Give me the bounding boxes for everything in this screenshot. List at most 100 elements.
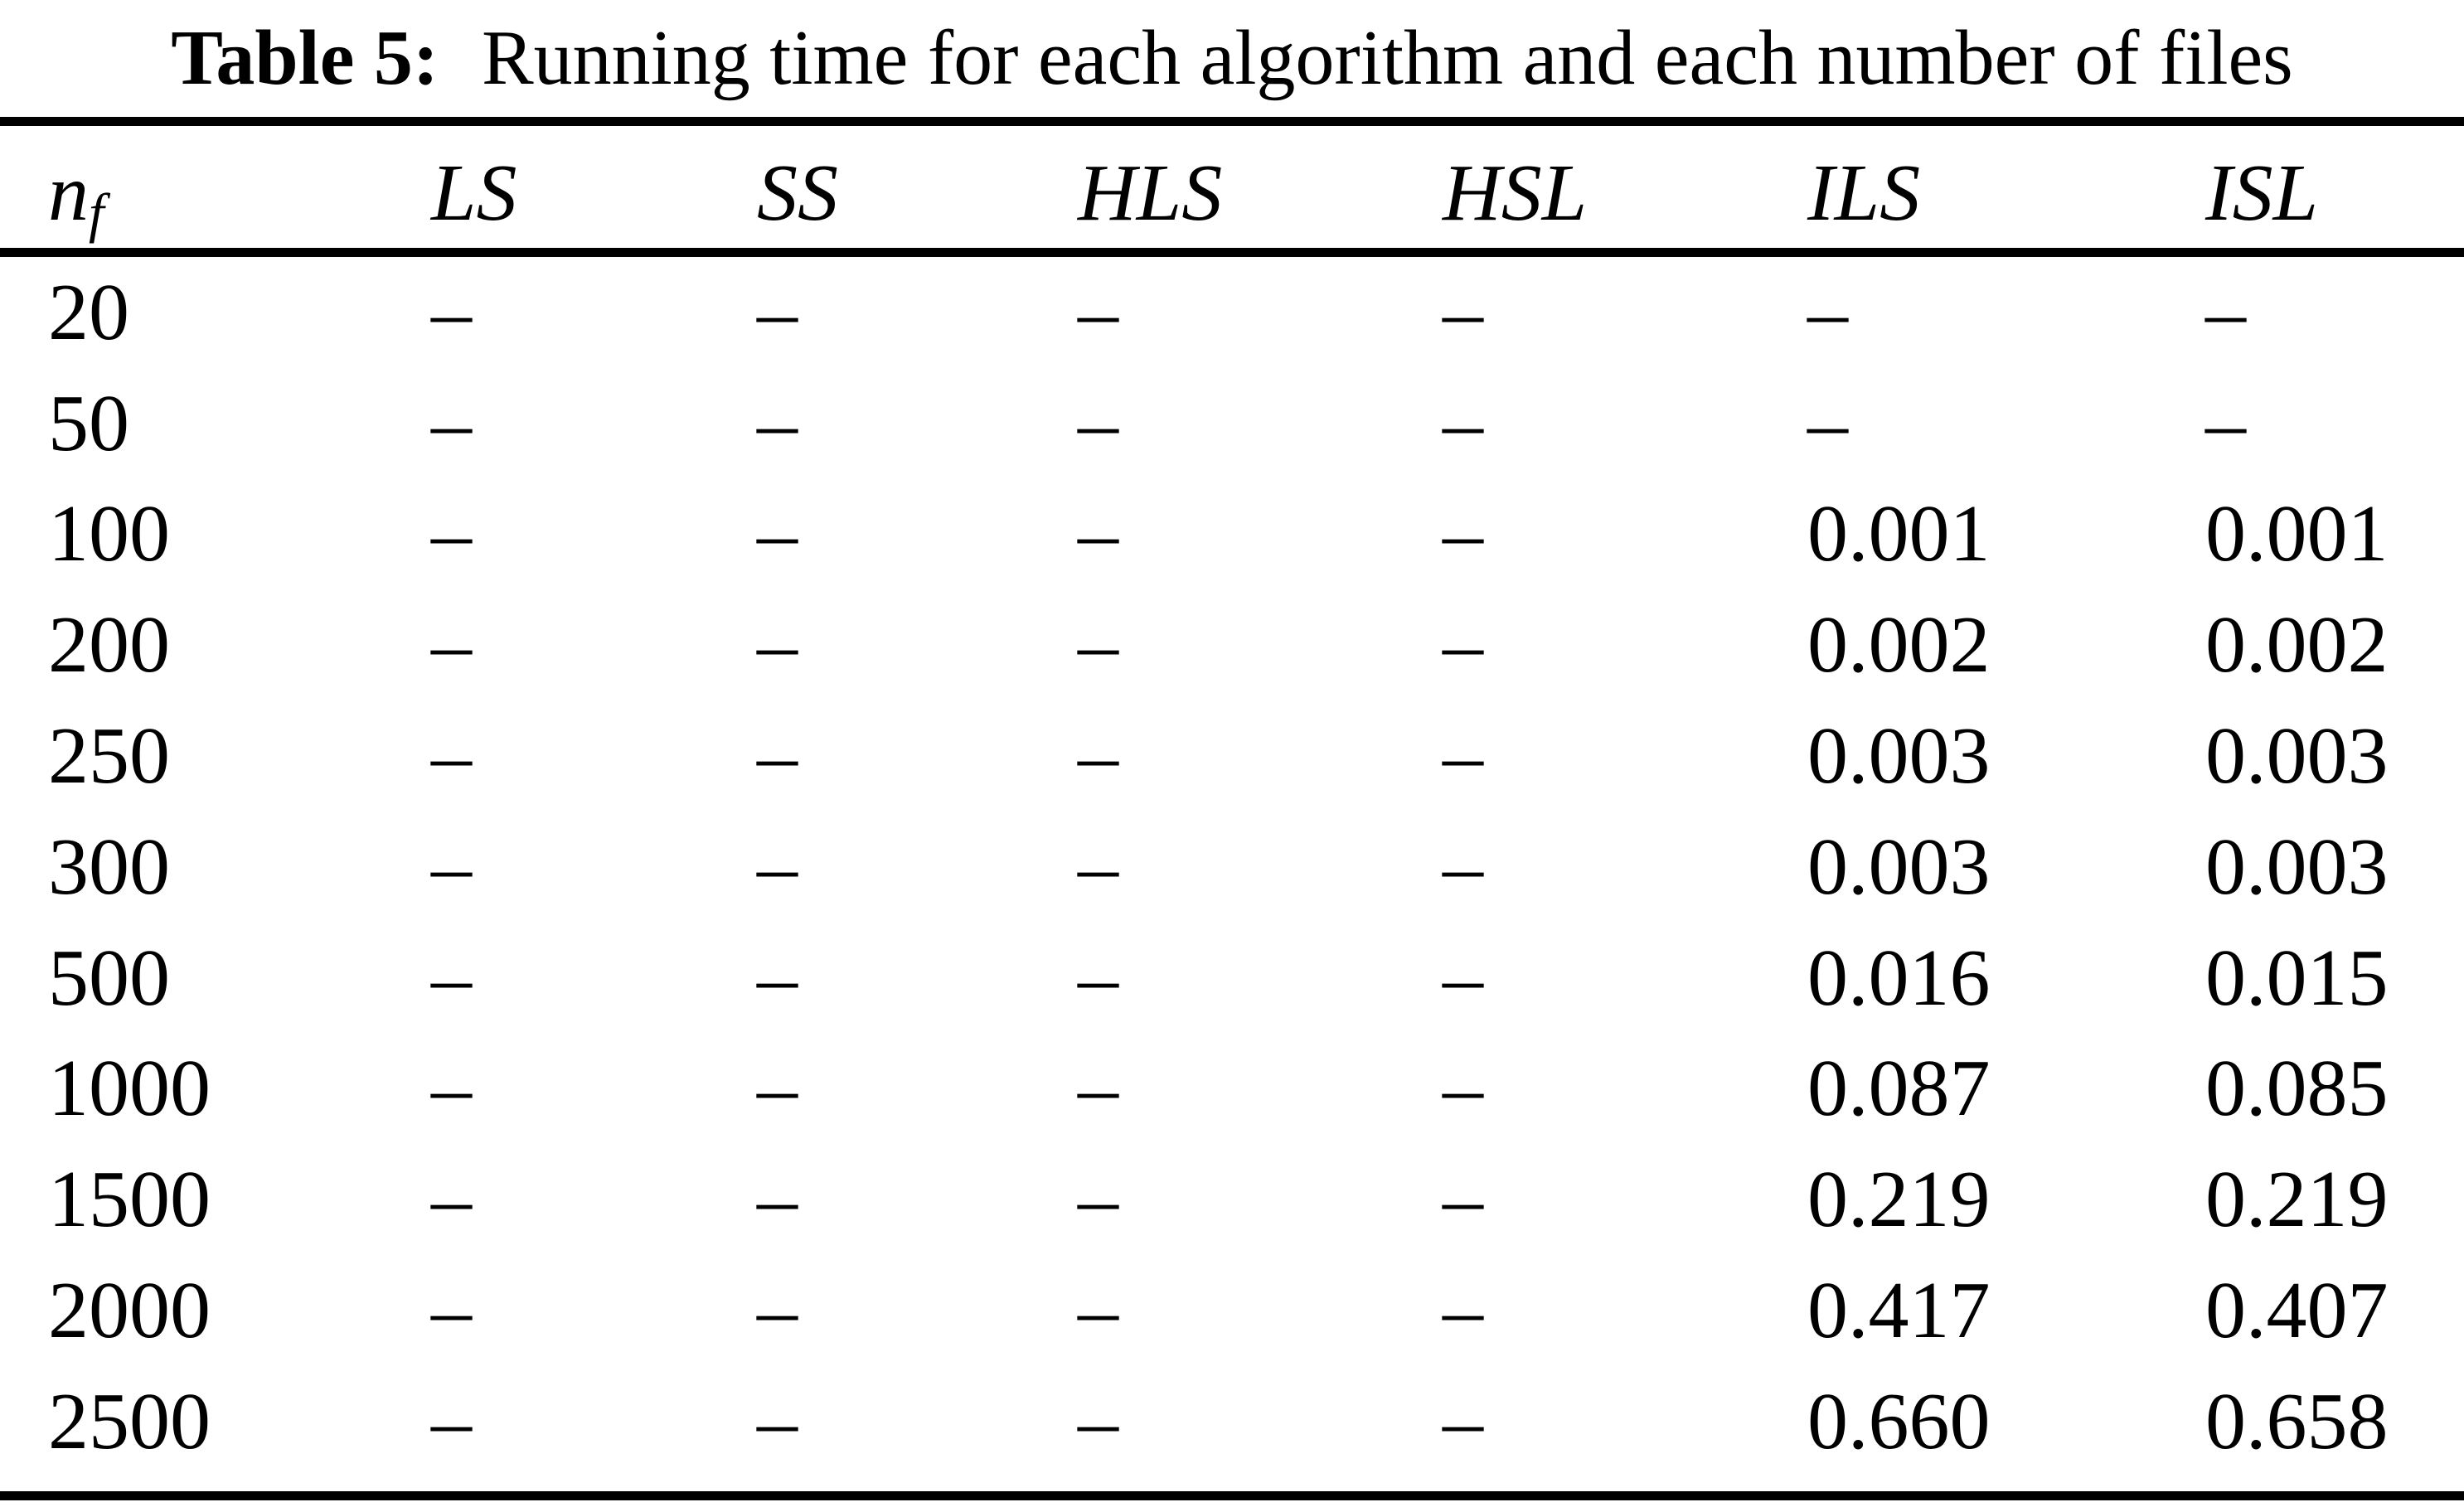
table-cell: – [757, 1376, 798, 1466]
column-header-nf: nf [48, 148, 104, 245]
table-row: 1500 – – – – 0.219 0.219 [0, 1144, 2464, 1255]
column-header-ls: LS [431, 148, 517, 238]
table-cell: – [1443, 933, 1483, 1023]
table-cell: – [757, 489, 798, 579]
table-cell: – [1078, 489, 1118, 579]
table-cell: 0.658 [2205, 1376, 2389, 1466]
table-cell: – [1078, 267, 1118, 357]
table-row: 20 – – – – – – [0, 257, 2464, 368]
row-label: 300 [48, 821, 170, 912]
table-caption-label: Table 5: [171, 15, 439, 101]
column-header-hsl: HSL [1443, 148, 1588, 238]
row-label: 250 [48, 711, 170, 802]
table-cell: – [1078, 933, 1118, 1023]
table-cell: – [757, 821, 798, 912]
table-cell: – [1443, 267, 1483, 357]
table-cell: – [431, 378, 472, 468]
column-header-isl: ISL [2205, 148, 2319, 238]
table-header-rule [0, 248, 2464, 257]
table-body: 20 – – – – – – 50 – – – – – – 100 – – – – 0.001 0.001 200 – – – –… [0, 257, 2464, 1477]
table-cell: – [1443, 1044, 1483, 1134]
table-cell: 0.087 [1807, 1044, 1991, 1134]
row-label: 50 [48, 378, 129, 468]
table-cell: – [1807, 267, 1848, 357]
table-cell: 0.417 [1807, 1266, 1991, 1356]
column-header-ss: SS [757, 148, 838, 238]
table-cell: 0.015 [2205, 933, 2389, 1023]
table-cell: 0.660 [1807, 1376, 1991, 1466]
table-cell: 0.001 [2205, 489, 2389, 579]
table-row: 1000 – – – – 0.087 0.085 [0, 1034, 2464, 1145]
table-cell: – [1443, 489, 1483, 579]
table-cell: – [757, 1044, 798, 1134]
table-cell: – [1807, 378, 1848, 468]
table-cell: – [431, 933, 472, 1023]
row-label: 500 [48, 933, 170, 1023]
table-cell: – [431, 489, 472, 579]
table-cell: – [1443, 821, 1483, 912]
table-cell: – [1078, 1266, 1118, 1356]
table-cell: 0.407 [2205, 1266, 2389, 1356]
table-cell: – [1443, 378, 1483, 468]
table-cell: 0.001 [1807, 489, 1991, 579]
table-cell: – [1078, 1044, 1118, 1134]
table-cell: 0.003 [1807, 711, 1991, 802]
table-row: 100 – – – – 0.001 0.001 [0, 479, 2464, 590]
table-caption-text: Running time for each algorithm and each… [481, 15, 2293, 101]
table-row: 2000 – – – – 0.417 0.407 [0, 1255, 2464, 1366]
table-cell: 0.016 [1807, 933, 1991, 1023]
table-row: 50 – – – – – – [0, 368, 2464, 479]
table-row: 250 – – – – 0.003 0.003 [0, 700, 2464, 812]
table-cell: 0.003 [1807, 821, 1991, 912]
table-cell: – [1443, 600, 1483, 691]
table-cell: – [1078, 821, 1118, 912]
row-label: 1000 [48, 1044, 211, 1134]
column-header-hls: HLS [1078, 148, 1223, 238]
table-cell: – [757, 600, 798, 691]
table-cell: – [2205, 267, 2246, 357]
table-cell: – [1078, 1155, 1118, 1245]
table-cell: – [757, 1155, 798, 1245]
table-row: 300 – – – – 0.003 0.003 [0, 812, 2464, 923]
table-cell: – [431, 1155, 472, 1245]
row-label: 2500 [48, 1376, 211, 1466]
table-cell: – [431, 1266, 472, 1356]
table-row: 2500 – – – – 0.660 0.658 [0, 1366, 2464, 1477]
table-cell: 0.085 [2205, 1044, 2389, 1134]
table-cell: – [757, 933, 798, 1023]
table-cell: – [1443, 1266, 1483, 1356]
table-cell: – [1078, 600, 1118, 691]
table-cell: 0.002 [2205, 600, 2389, 691]
row-label: 20 [48, 267, 129, 357]
table-cell: – [431, 267, 472, 357]
table-cell: 0.219 [1807, 1155, 1991, 1245]
table-cell: – [1078, 1376, 1118, 1466]
table-cell: – [757, 1266, 798, 1356]
table-top-rule [0, 117, 2464, 126]
table-cell: – [757, 711, 798, 802]
row-label: 200 [48, 600, 170, 691]
table-cell: 0.003 [2205, 711, 2389, 802]
row-label: 100 [48, 489, 170, 579]
table-cell: – [1443, 1155, 1483, 1245]
table-cell: – [2205, 378, 2246, 468]
table-row: 200 – – – – 0.002 0.002 [0, 589, 2464, 700]
table-cell: 0.002 [1807, 600, 1991, 691]
table-cell: – [1443, 1376, 1483, 1466]
table-cell: – [1443, 711, 1483, 802]
table-cell: – [431, 1044, 472, 1134]
table-cell: – [757, 378, 798, 468]
table-cell: – [431, 1376, 472, 1466]
table-row: 500 – – – – 0.016 0.015 [0, 923, 2464, 1034]
column-header-ils: ILS [1807, 148, 1921, 238]
table-cell: – [431, 821, 472, 912]
table-cell: – [431, 600, 472, 691]
table-bottom-rule [0, 1491, 2464, 1500]
row-label: 1500 [48, 1155, 211, 1245]
row-label: 2000 [48, 1266, 211, 1356]
table-cell: – [1078, 378, 1118, 468]
table-cell: – [1078, 711, 1118, 802]
table-header-row: nf LS SS HLS HSL ILS ISL [0, 126, 2464, 248]
table-caption: Table 5: Running time for each algorithm… [0, 0, 2464, 116]
